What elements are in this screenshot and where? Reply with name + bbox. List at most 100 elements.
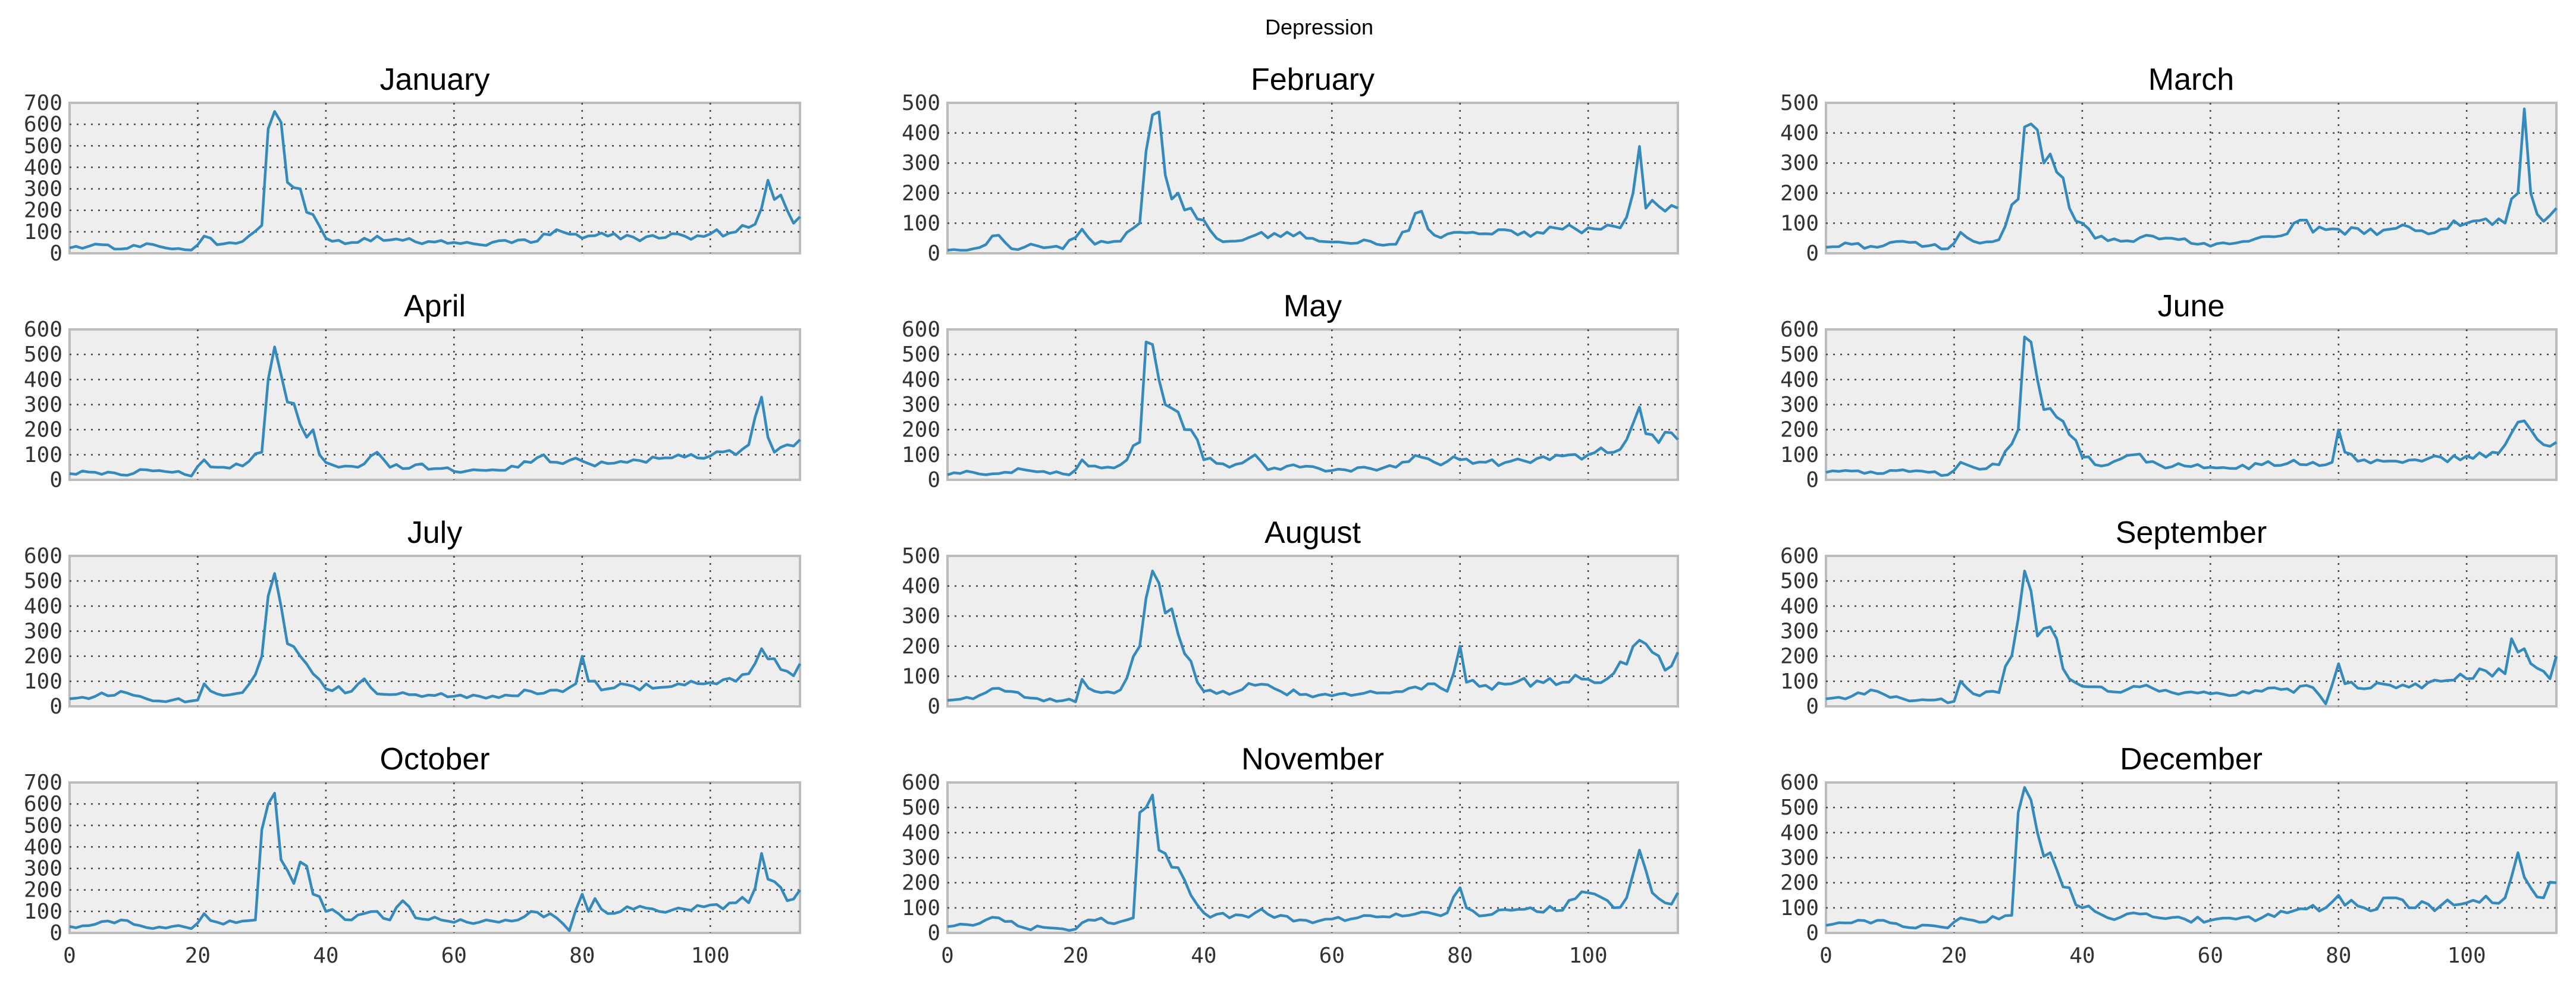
subplot-title: September — [2116, 515, 2267, 550]
y-tick-label: 100 — [1780, 896, 1819, 920]
x-tick-label: 0 — [941, 944, 954, 968]
y-tick-label: 500 — [1780, 796, 1819, 820]
y-tick-label: 0 — [49, 468, 62, 492]
y-tick-label: 200 — [1780, 181, 1819, 206]
series-line — [69, 791, 801, 932]
y-tick-label: 500 — [1780, 91, 1819, 115]
x-tick-label: 60 — [1319, 944, 1345, 968]
y-tick-label: 0 — [1806, 468, 1819, 492]
figure-title: Depression — [1265, 15, 1373, 39]
subplot-title: June — [2158, 289, 2225, 323]
x-tick-label: 0 — [1819, 944, 1833, 968]
y-tick-label: 300 — [24, 857, 62, 881]
y-tick-label: 500 — [902, 796, 940, 820]
x-tick-label: 100 — [1569, 944, 1608, 968]
x-tick-label: 40 — [2069, 944, 2095, 968]
subplot-title: January — [380, 62, 490, 97]
x-tick-label: 80 — [2326, 944, 2351, 968]
y-tick-label: 300 — [1780, 846, 1819, 870]
x-tick-label: 40 — [1191, 944, 1216, 968]
subplot-title: October — [380, 742, 490, 777]
y-tick-label: 200 — [24, 878, 62, 903]
y-tick-label: 200 — [902, 181, 940, 206]
x-tick-label: 20 — [1941, 944, 1967, 968]
x-tick-label: 0 — [63, 944, 76, 968]
y-tick-label: 500 — [1780, 342, 1819, 367]
series-line — [1825, 786, 2557, 930]
y-tick-label: 300 — [902, 393, 940, 417]
x-tick-label: 20 — [185, 944, 211, 968]
y-tick-label: 500 — [24, 813, 62, 838]
y-tick-label: 100 — [24, 443, 62, 467]
y-tick-label: 400 — [902, 821, 940, 845]
y-tick-label: 200 — [1780, 418, 1819, 442]
y-tick-label: 600 — [1780, 318, 1819, 342]
y-tick-label: 400 — [24, 155, 62, 180]
y-tick-label: 200 — [1780, 645, 1819, 669]
y-tick-label: 600 — [24, 544, 62, 568]
subplot-title: November — [1241, 742, 1384, 777]
y-tick-label: 600 — [902, 318, 940, 342]
y-tick-label: 400 — [1780, 821, 1819, 845]
y-tick-label: 200 — [24, 645, 62, 669]
subplot-title: December — [2120, 742, 2263, 777]
y-tick-label: 400 — [1780, 121, 1819, 146]
y-tick-label: 0 — [927, 921, 940, 945]
y-tick-label: 100 — [24, 220, 62, 244]
y-tick-label: 100 — [1780, 211, 1819, 235]
y-tick-label: 500 — [902, 342, 940, 367]
series-line — [69, 345, 801, 477]
y-tick-label: 0 — [49, 921, 62, 945]
y-tick-label: 600 — [24, 318, 62, 342]
subplot: August 0 100 200 300 400 500 — [902, 515, 1680, 719]
y-tick-label: 300 — [902, 604, 940, 628]
y-tick-label: 300 — [902, 151, 940, 175]
subplot: March 0 100 200 300 400 500 — [1780, 62, 2558, 266]
y-tick-label: 0 — [1806, 921, 1819, 945]
x-tick-label: 80 — [1447, 944, 1473, 968]
y-tick-label: 700 — [24, 91, 62, 115]
y-tick-label: 200 — [902, 634, 940, 659]
y-tick-label: 100 — [1780, 443, 1819, 467]
y-tick-label: 100 — [902, 896, 940, 920]
y-tick-label: 400 — [1780, 367, 1819, 392]
x-tick-label: 60 — [441, 944, 467, 968]
series-line — [947, 340, 1679, 476]
panels-grid: January0100200300400500600700February010… — [24, 62, 2558, 968]
y-tick-label: 500 — [1780, 569, 1819, 593]
y-tick-label: 500 — [24, 342, 62, 367]
y-tick-label: 200 — [24, 418, 62, 442]
y-tick-label: 0 — [49, 694, 62, 719]
series-line — [947, 110, 1678, 252]
series-line — [69, 572, 801, 703]
y-tick-label: 400 — [1780, 594, 1819, 618]
y-tick-label: 400 — [902, 121, 940, 146]
y-tick-label: 0 — [49, 241, 62, 266]
x-tick-label: 20 — [1063, 944, 1088, 968]
subplot-title: May — [1284, 289, 1342, 323]
x-tick-label: 100 — [691, 944, 730, 968]
y-tick-label: 400 — [24, 594, 62, 618]
plot-area — [946, 102, 1679, 254]
subplot-title: April — [404, 289, 466, 323]
x-tick-label: 60 — [2198, 944, 2223, 968]
series-line — [1825, 335, 2558, 477]
subplot-title: March — [2148, 62, 2234, 97]
y-tick-label: 400 — [902, 367, 940, 392]
series-line — [947, 793, 1679, 932]
y-tick-label: 0 — [927, 241, 940, 266]
y-tick-label: 200 — [902, 871, 940, 895]
y-tick-label: 700 — [24, 771, 62, 795]
y-tick-label: 300 — [1780, 620, 1819, 644]
y-tick-label: 600 — [24, 112, 62, 137]
y-tick-label: 600 — [1780, 544, 1819, 568]
